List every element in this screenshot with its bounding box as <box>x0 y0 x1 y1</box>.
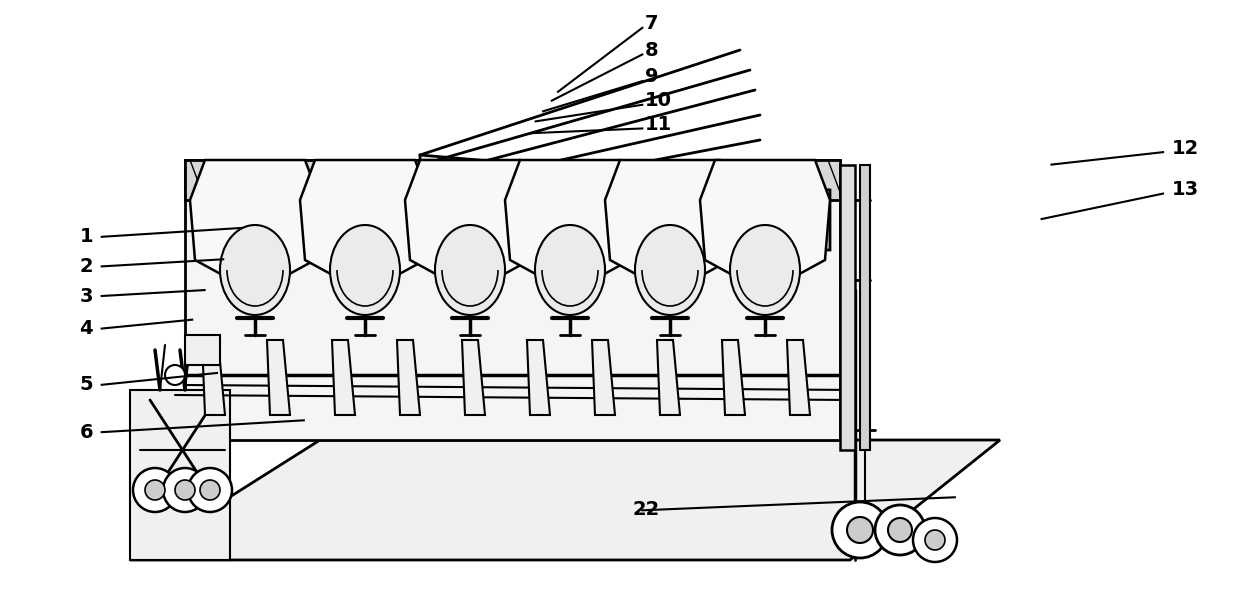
Ellipse shape <box>913 518 957 562</box>
Polygon shape <box>397 340 420 415</box>
Polygon shape <box>185 160 839 440</box>
Ellipse shape <box>730 225 800 315</box>
Ellipse shape <box>832 502 888 558</box>
Polygon shape <box>839 165 856 450</box>
Ellipse shape <box>330 225 401 315</box>
Polygon shape <box>701 160 830 290</box>
Ellipse shape <box>435 225 505 315</box>
Ellipse shape <box>200 480 219 500</box>
Polygon shape <box>591 340 615 415</box>
Polygon shape <box>657 340 680 415</box>
Ellipse shape <box>165 365 185 385</box>
Polygon shape <box>332 340 355 415</box>
Text: 22: 22 <box>632 500 660 519</box>
Polygon shape <box>861 165 870 450</box>
Polygon shape <box>605 160 735 290</box>
Polygon shape <box>527 340 551 415</box>
Text: 3: 3 <box>79 287 93 305</box>
Polygon shape <box>420 155 830 250</box>
Text: 2: 2 <box>79 257 93 276</box>
Ellipse shape <box>635 225 706 315</box>
Polygon shape <box>505 160 635 290</box>
Polygon shape <box>202 340 224 415</box>
Ellipse shape <box>133 468 177 512</box>
Ellipse shape <box>875 505 925 555</box>
Text: 8: 8 <box>645 41 658 60</box>
Text: 12: 12 <box>1172 139 1199 157</box>
Text: 4: 4 <box>79 319 93 338</box>
Polygon shape <box>185 160 839 200</box>
Polygon shape <box>405 160 534 290</box>
Ellipse shape <box>925 530 945 550</box>
Text: 10: 10 <box>645 91 672 110</box>
Ellipse shape <box>145 480 165 500</box>
Text: 6: 6 <box>79 423 93 442</box>
Polygon shape <box>722 340 745 415</box>
Polygon shape <box>787 340 810 415</box>
Text: 7: 7 <box>645 14 658 33</box>
Polygon shape <box>130 440 999 560</box>
Polygon shape <box>463 340 485 415</box>
Polygon shape <box>267 340 290 415</box>
Text: 9: 9 <box>645 67 658 86</box>
Ellipse shape <box>888 518 911 542</box>
Text: 1: 1 <box>79 227 93 246</box>
Text: 5: 5 <box>79 375 93 394</box>
Ellipse shape <box>162 468 207 512</box>
Ellipse shape <box>175 480 195 500</box>
Text: 11: 11 <box>645 115 672 134</box>
Polygon shape <box>185 335 219 365</box>
Text: 13: 13 <box>1172 180 1199 199</box>
Polygon shape <box>190 160 320 290</box>
Ellipse shape <box>188 468 232 512</box>
Ellipse shape <box>219 225 290 315</box>
Ellipse shape <box>847 517 873 543</box>
Ellipse shape <box>534 225 605 315</box>
Polygon shape <box>130 390 229 560</box>
Polygon shape <box>300 160 430 290</box>
